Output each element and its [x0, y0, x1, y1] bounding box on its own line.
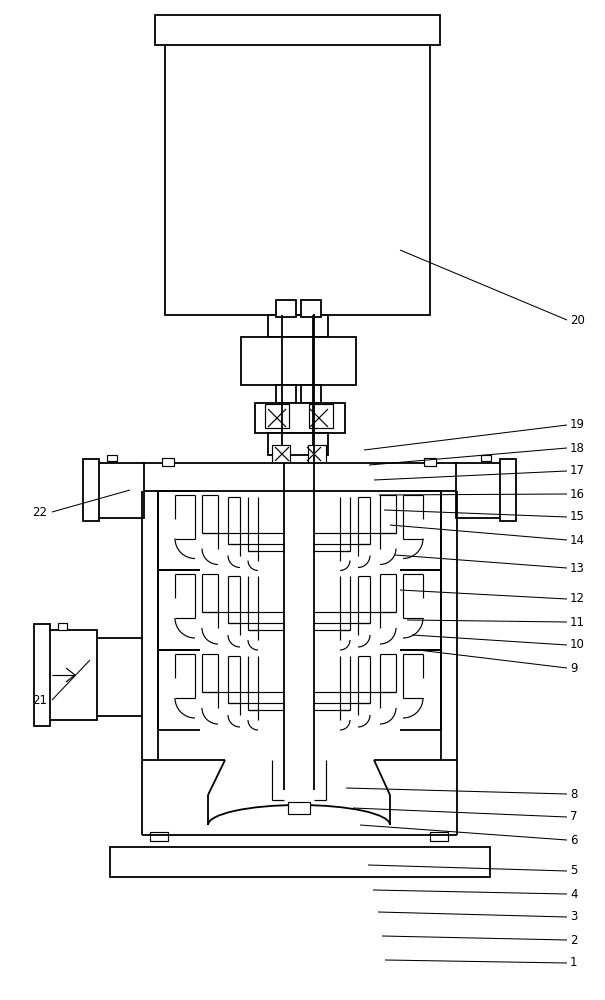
- Text: 7: 7: [570, 810, 578, 824]
- Text: 4: 4: [570, 888, 578, 900]
- Bar: [165, 30, 430, 315]
- Bar: [107, 455, 117, 461]
- Text: 22: 22: [32, 506, 47, 518]
- Bar: [276, 300, 296, 317]
- Bar: [150, 832, 168, 841]
- Bar: [268, 315, 328, 337]
- Text: 15: 15: [570, 510, 585, 524]
- Bar: [110, 847, 490, 877]
- Text: 11: 11: [570, 615, 585, 629]
- Bar: [255, 403, 345, 433]
- Bar: [268, 433, 328, 455]
- Bar: [456, 463, 504, 518]
- Bar: [272, 445, 290, 463]
- Bar: [265, 404, 289, 428]
- Text: 2: 2: [570, 934, 578, 946]
- Text: 12: 12: [570, 592, 585, 605]
- Text: 3: 3: [570, 910, 577, 924]
- Text: 14: 14: [570, 534, 585, 546]
- Bar: [96, 463, 144, 518]
- Text: 8: 8: [570, 788, 577, 800]
- Bar: [430, 832, 448, 841]
- Text: 5: 5: [570, 864, 577, 878]
- Bar: [34, 624, 50, 726]
- Bar: [309, 404, 333, 428]
- Text: 10: 10: [570, 639, 585, 652]
- Bar: [241, 337, 356, 385]
- Text: 18: 18: [570, 442, 585, 454]
- Bar: [162, 458, 174, 466]
- Bar: [500, 459, 516, 521]
- Text: 21: 21: [32, 694, 47, 706]
- Bar: [83, 459, 99, 521]
- Bar: [301, 385, 321, 403]
- Text: 1: 1: [570, 956, 578, 970]
- Bar: [288, 802, 310, 814]
- Text: 20: 20: [570, 314, 585, 326]
- Bar: [301, 300, 321, 317]
- Bar: [424, 458, 436, 466]
- Text: 9: 9: [570, 662, 578, 674]
- Text: 13: 13: [570, 562, 585, 574]
- Text: 19: 19: [570, 418, 585, 432]
- Bar: [142, 463, 457, 491]
- Bar: [58, 623, 67, 630]
- Bar: [308, 445, 326, 463]
- Bar: [276, 385, 296, 403]
- Bar: [47, 630, 97, 720]
- Text: 16: 16: [570, 488, 585, 500]
- Bar: [481, 455, 491, 461]
- Text: 6: 6: [570, 834, 578, 846]
- Text: 17: 17: [570, 464, 585, 478]
- Bar: [155, 15, 440, 45]
